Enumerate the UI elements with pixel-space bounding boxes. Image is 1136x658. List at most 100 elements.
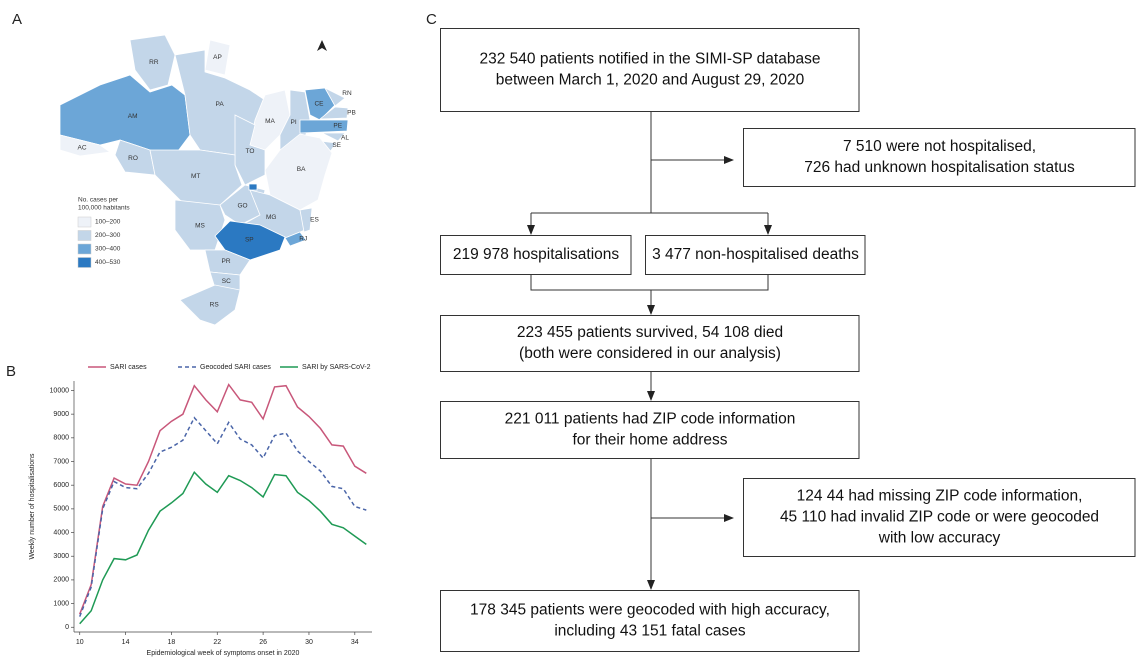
y-tick-label: 0 xyxy=(65,624,69,631)
series-line xyxy=(79,470,367,625)
state xyxy=(234,114,266,186)
y-tick-label: 9000 xyxy=(53,411,69,418)
state-label: TO xyxy=(246,148,255,155)
flow-box xyxy=(440,235,632,275)
north-arrow xyxy=(317,40,327,51)
state-label: RN xyxy=(342,90,352,97)
y-tick-label: 4000 xyxy=(53,529,69,536)
legend-title: 100,000 habitants xyxy=(78,205,130,212)
legend-swatch xyxy=(77,230,92,241)
flow-text: 45 110 had invalid ZIP code or were geoc… xyxy=(780,509,1099,526)
state-label: BA xyxy=(297,166,306,173)
legend-swatch xyxy=(77,243,92,255)
state-label: MG xyxy=(266,214,276,221)
state-label: RR xyxy=(149,59,159,66)
flow-text: 223 455 patients survived, 54 108 died xyxy=(517,324,783,341)
legend-label: SARI by SARS-CoV-2 xyxy=(302,364,371,371)
state-label: RS xyxy=(210,302,220,309)
state-label: MS xyxy=(195,223,205,230)
legend-label: 400–530 xyxy=(95,259,121,266)
panel-label: A xyxy=(12,11,22,28)
state xyxy=(324,87,346,107)
flow-box xyxy=(440,401,860,459)
legend-swatch xyxy=(77,257,92,268)
flow-box xyxy=(440,315,860,372)
flow-text: 726 had unknown hospitalisation status xyxy=(804,159,1075,176)
state xyxy=(284,231,307,247)
state-label: RJ xyxy=(299,236,307,243)
state xyxy=(299,119,349,134)
connector xyxy=(530,275,769,291)
state xyxy=(204,249,251,276)
state-label: AL xyxy=(341,134,349,141)
flow-box xyxy=(440,28,860,112)
y-tick-label: 8000 xyxy=(53,435,69,442)
panel-label: B xyxy=(6,363,16,380)
y-tick-label: 10000 xyxy=(50,387,70,394)
y-tick-label: 3000 xyxy=(53,553,69,560)
legend-label: 100–200 xyxy=(95,219,121,226)
flow-box xyxy=(743,128,1136,187)
legend-swatch xyxy=(77,216,92,228)
flow-box xyxy=(440,590,860,652)
state xyxy=(264,133,333,211)
x-tick-label: 30 xyxy=(305,639,313,646)
state xyxy=(321,132,346,142)
state-label: PB xyxy=(347,110,356,117)
flow-text: 3 477 non-hospitalised deaths xyxy=(652,246,859,263)
y-tick-label: 1000 xyxy=(53,600,69,607)
y-axis-label: Weekly number of hospitalisations xyxy=(29,453,36,560)
y-tick-label: 2000 xyxy=(53,577,69,584)
flow-text: (both were considered in our analysis) xyxy=(519,345,781,362)
x-tick-label: 26 xyxy=(259,639,267,646)
legend-label: 200–300 xyxy=(95,232,121,239)
flow-text: 7 510 were not hospitalised, xyxy=(843,138,1036,155)
flow-box xyxy=(645,235,866,275)
state xyxy=(59,134,112,157)
state-label: MT xyxy=(191,173,200,180)
x-tick-label: 14 xyxy=(122,639,130,646)
flow-text: between March 1, 2020 and August 29, 202… xyxy=(496,72,805,89)
y-tick-label: 6000 xyxy=(53,482,69,489)
state xyxy=(248,183,258,191)
y-tick-label: 7000 xyxy=(53,458,69,465)
state-label: SC xyxy=(222,278,231,285)
state-label: RO xyxy=(128,155,138,162)
state xyxy=(129,34,176,91)
state xyxy=(204,39,231,76)
state-label: AC xyxy=(77,144,86,151)
flow-text: with low accuracy xyxy=(878,530,1001,547)
state-label: CE xyxy=(314,100,324,107)
flow-text: including 43 151 fatal cases xyxy=(554,623,746,640)
x-tick-label: 10 xyxy=(76,639,84,646)
state-label: PR xyxy=(221,258,230,265)
state-label: PA xyxy=(215,101,224,108)
state-label: AM xyxy=(128,113,138,120)
state-label: PE xyxy=(333,123,342,130)
state-label: SP xyxy=(245,237,254,244)
y-tick-label: 5000 xyxy=(53,506,69,513)
state-label: MA xyxy=(265,118,275,125)
x-tick-label: 22 xyxy=(213,639,221,646)
state-label: PI xyxy=(290,119,296,126)
flow-text: 221 011 patients had ZIP code informatio… xyxy=(505,411,796,428)
state xyxy=(114,139,156,176)
legend-label: Geocoded SARI cases xyxy=(200,364,271,371)
state-label: SE xyxy=(332,142,341,149)
flow-text: for their home address xyxy=(572,432,727,449)
flow-text: 124 44 had missing ZIP code information, xyxy=(797,488,1083,505)
connectors xyxy=(527,112,772,590)
state-label: AP xyxy=(213,54,222,61)
state xyxy=(318,106,349,120)
flow-text: 178 345 patients were geocoded with high… xyxy=(470,602,830,619)
series-line xyxy=(79,383,367,615)
flow-box xyxy=(743,478,1136,557)
state xyxy=(299,207,313,233)
legend-label: 300–400 xyxy=(95,246,121,253)
panel-label: C xyxy=(426,11,437,28)
flow-text: 232 540 patients notified in the SIMI-SP… xyxy=(480,51,821,68)
legend-label: SARI cases xyxy=(110,364,147,371)
x-tick-label: 18 xyxy=(168,639,176,646)
